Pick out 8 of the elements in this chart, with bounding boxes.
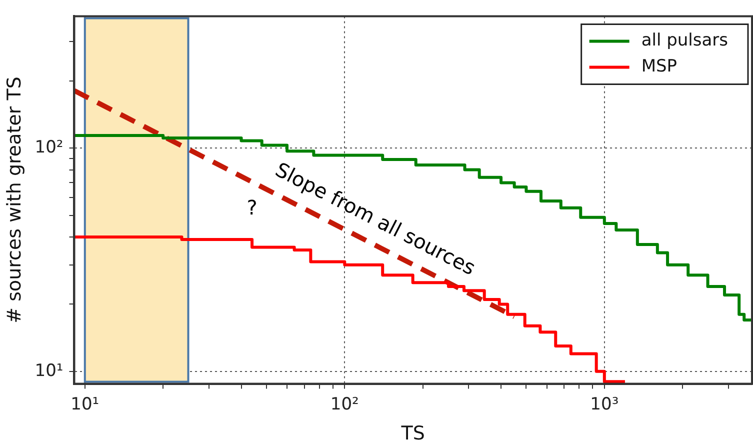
legend-label: MSP — [641, 56, 678, 77]
x-tick-label: 10³ — [590, 394, 619, 414]
x-axis-title: TS — [400, 422, 425, 445]
x-tick-label: 10¹ — [70, 394, 100, 414]
annotation: ? — [246, 196, 258, 220]
legend-label: all pulsars — [641, 30, 728, 51]
y-axis-title: # sources with greater TS — [3, 76, 26, 324]
x-tick-label: 10² — [330, 394, 359, 414]
